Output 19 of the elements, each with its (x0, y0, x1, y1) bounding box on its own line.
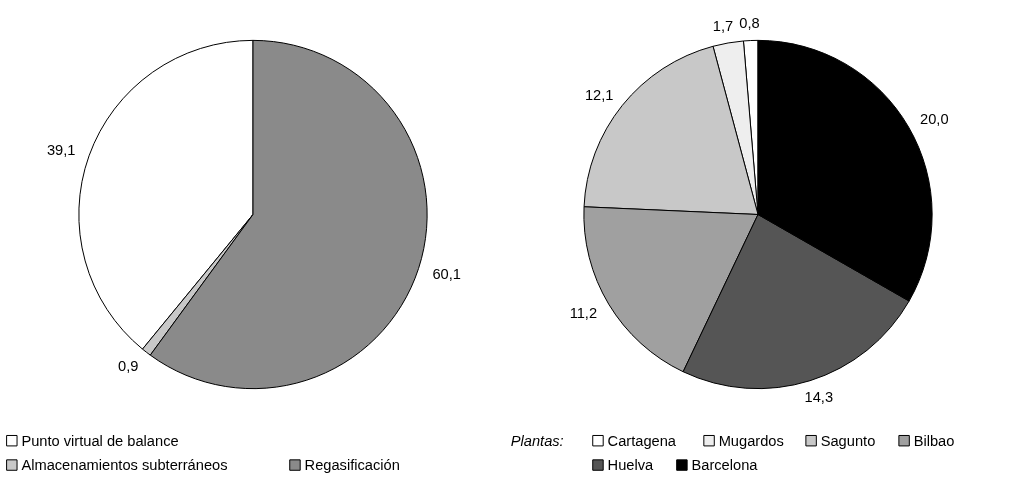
legend-label: Mugardos (718, 432, 784, 449)
legend-label: Bilbao (913, 432, 955, 449)
data-label: 60,1 (432, 265, 461, 282)
data-label: 14,3 (804, 389, 834, 406)
data-label: 39,1 (46, 142, 76, 159)
data-label: 20,0 (920, 110, 949, 127)
data-label: 11,2 (569, 305, 598, 322)
legend-label: Huelva (607, 457, 655, 474)
data-label: 1,7 (712, 17, 734, 34)
data-label: 0,8 (739, 15, 760, 32)
legend-label: Barcelona (691, 457, 759, 474)
legend-label: Cartagena (607, 432, 677, 449)
legend-label: Punto virtual de balance (21, 432, 179, 449)
legend-title: Plantas: (510, 432, 564, 449)
data-label: 12,1 (584, 86, 614, 103)
data-label: 0,9 (118, 357, 139, 374)
legend-label: Almacenamientos subterráneos (21, 457, 228, 474)
legend-label: Sagunto (820, 432, 876, 449)
legend-label: Regasificación (304, 457, 400, 474)
